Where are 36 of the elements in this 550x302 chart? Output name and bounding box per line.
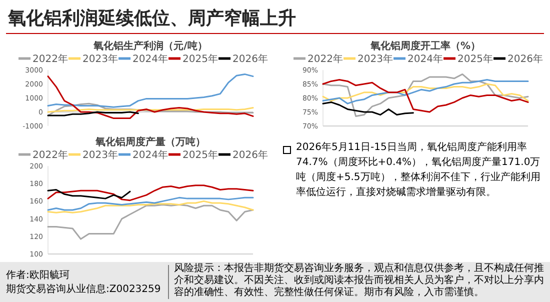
line-series [322, 101, 414, 116]
legend-label: 2023年 [358, 53, 393, 65]
line-series [322, 79, 529, 104]
legend-label: 2026年 [508, 53, 543, 65]
text: 风险提示：本报告非期货交易咨询业务服务，观点和信息仅供参考，且不构成任何推介和交易建议。不因关注、收到或阅读本报告而视相关人员为客户，不对以上分享内容的准确性、有效性、完整性做任何保证。期市有风险，入市需谨慎。 [174, 263, 545, 299]
chart-title: 氧化铝生产利润（元/吨） [92, 40, 208, 52]
legend-label: 2025年 [182, 53, 218, 65]
line-series [47, 196, 254, 211]
line-series [47, 189, 131, 200]
legend-label: 2024年 [132, 53, 168, 65]
legend-label: 2023年 [82, 149, 118, 161]
legend-label: 2024年 [132, 149, 168, 161]
line-series [47, 184, 254, 202]
legend-label: 2026年 [232, 53, 268, 65]
legend-label: 2022年 [308, 53, 343, 65]
line-series [47, 204, 254, 240]
legend-label: 2025年 [182, 149, 218, 161]
text: 氧化铝利润延续低位、周产窄幅上升 [8, 7, 296, 30]
line-series [47, 200, 254, 214]
chart-title: 氧化铝周度产量（万吨） [94, 136, 206, 148]
chart-title: 氧化铝周度开工率（%） [369, 40, 481, 52]
legend-label: 2026年 [232, 149, 268, 161]
text: 期货交易咨询从业信息:Z0023259 [6, 282, 161, 296]
legend-label: 2022年 [32, 53, 68, 65]
line-series [47, 102, 254, 116]
line-series [322, 79, 529, 113]
line-series [47, 76, 254, 120]
legend-label: 2025年 [458, 53, 493, 65]
line-series [322, 83, 529, 102]
legend-label: 2024年 [408, 53, 443, 65]
legend-label: 2022年 [32, 149, 68, 161]
legend-label: 2023年 [82, 53, 118, 65]
line-series [47, 73, 254, 108]
text: 2026年5月11日-15日当周，氧化铝周度产能利用率74.7%（周度环比+0.4%），氧化铝周度产量171.0万吨（周度+5.5万吨），整体利润不佳下，行业产能利用率低位运行，直接对烧碱需求增量驱动有限。 [296, 140, 542, 200]
text: 作者:欧阳毓珂 [6, 268, 70, 282]
line-series [322, 73, 529, 117]
